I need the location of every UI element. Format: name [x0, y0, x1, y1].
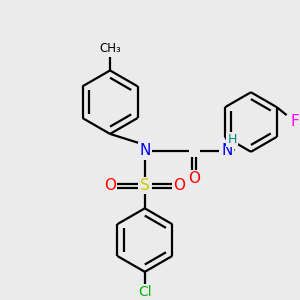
Text: O: O	[188, 171, 200, 186]
Text: F: F	[290, 113, 299, 128]
Text: N: N	[139, 143, 151, 158]
Text: H: H	[227, 134, 237, 146]
Text: N: N	[221, 143, 233, 158]
Text: CH₃: CH₃	[99, 42, 121, 55]
Text: O: O	[173, 178, 185, 193]
Text: Cl: Cl	[138, 285, 152, 299]
Text: O: O	[104, 178, 116, 193]
Text: S: S	[140, 178, 150, 193]
